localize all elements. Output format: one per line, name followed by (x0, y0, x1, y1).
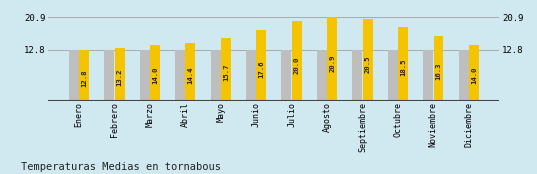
Bar (352, 50, 362, 101)
Text: 20.5: 20.5 (365, 55, 371, 73)
Text: Temperaturas Medias en tornabous: Temperaturas Medias en tornabous (21, 162, 221, 172)
Bar (292, 21, 302, 101)
Bar (398, 27, 408, 101)
Bar (140, 50, 150, 101)
Bar (150, 45, 160, 101)
Text: 20.9: 20.9 (329, 54, 335, 72)
Bar (433, 35, 444, 101)
Text: 14.4: 14.4 (187, 66, 193, 84)
Text: 12.8: 12.8 (81, 69, 87, 86)
Bar (221, 38, 231, 101)
Text: 17.6: 17.6 (258, 60, 264, 78)
Bar (175, 50, 185, 101)
Bar (281, 50, 292, 101)
Bar (79, 50, 89, 101)
Bar (423, 50, 433, 101)
Text: 14.0: 14.0 (471, 67, 477, 84)
Bar (327, 17, 337, 101)
Bar (104, 50, 114, 101)
Bar (362, 19, 373, 101)
Bar (256, 30, 266, 101)
Text: 15.7: 15.7 (223, 64, 229, 81)
Text: 20.0: 20.0 (294, 56, 300, 74)
Bar (211, 50, 221, 101)
Bar (114, 48, 125, 101)
Text: 18.5: 18.5 (400, 59, 406, 76)
Bar (185, 43, 195, 101)
Bar (459, 50, 469, 101)
Bar (246, 50, 256, 101)
Bar (69, 50, 79, 101)
Bar (317, 50, 327, 101)
Bar (388, 50, 398, 101)
Text: 16.3: 16.3 (436, 63, 441, 80)
Text: 13.2: 13.2 (117, 68, 122, 86)
Bar (469, 45, 479, 101)
Text: 14.0: 14.0 (152, 67, 158, 84)
